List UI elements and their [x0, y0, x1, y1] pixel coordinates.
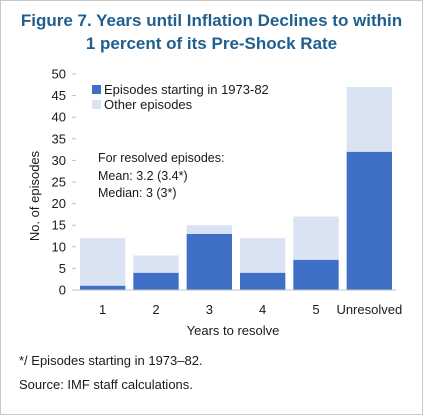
x-tick-label: 2 [152, 302, 159, 317]
annotation-line-1: For resolved episodes: [98, 151, 224, 165]
y-tick-label: 10 [52, 239, 66, 254]
bar-segment-other [293, 216, 339, 260]
x-tick-label: Unresolved [336, 302, 402, 317]
legend: Episodes starting in 1973-82 Other episo… [92, 82, 269, 112]
source-note: Source: IMF staff calculations. [19, 377, 193, 392]
bar-segment-1973-82 [240, 272, 286, 290]
bar-segment-1973-82 [346, 151, 392, 290]
y-tick-label: 25 [52, 175, 66, 190]
y-tick-label: 40 [52, 110, 66, 125]
x-axis-label: Years to resolve [187, 323, 280, 338]
x-tick-label: 4 [259, 302, 266, 317]
y-tick-label: 35 [52, 131, 66, 146]
legend-swatch-other [92, 100, 101, 109]
bars-group [80, 86, 392, 290]
figure-title: Figure 7. Years until Inflation Declines… [20, 11, 403, 53]
bar-segment-1973-82 [133, 272, 179, 290]
x-tick-label: 5 [312, 302, 319, 317]
y-tick-label: 15 [52, 218, 66, 233]
y-tick-label: 30 [52, 153, 66, 168]
annotation-line-3: Median: 3 (3*) [98, 186, 177, 200]
x-axis-ticks: 1 2 3 4 5 Unresolved [99, 302, 402, 317]
y-tick-label: 50 [52, 67, 66, 82]
bar-segment-1973-82 [80, 285, 126, 290]
x-tick-label: 3 [206, 302, 213, 317]
bar-segment-other [240, 238, 286, 273]
y-axis-ticks: 0 5 10 15 20 25 30 35 40 45 50 [52, 67, 76, 298]
bar-segment-1973-82 [293, 259, 339, 290]
bar-segment-1973-82 [186, 233, 232, 290]
y-tick-label: 5 [59, 261, 66, 276]
bar-segment-other [346, 86, 392, 152]
y-tick-label: 20 [52, 196, 66, 211]
bar-segment-other [133, 255, 179, 273]
y-tick-label: 0 [59, 283, 66, 298]
annotation: For resolved episodes: Mean: 3.2 (3.4*) … [98, 151, 224, 200]
bar-segment-other [186, 225, 232, 234]
bar-segment-other [80, 238, 126, 286]
footnote: */ Episodes starting in 1973–82. [19, 353, 203, 368]
legend-swatch-1973-82 [92, 85, 101, 94]
x-tick-label: 1 [99, 302, 106, 317]
y-axis-label: No. of episodes [27, 150, 42, 241]
y-tick-label: 45 [52, 88, 66, 103]
legend-label-other: Other episodes [104, 97, 193, 112]
annotation-line-2: Mean: 3.2 (3.4*) [98, 169, 188, 183]
legend-label-1973-82: Episodes starting in 1973-82 [104, 82, 269, 97]
